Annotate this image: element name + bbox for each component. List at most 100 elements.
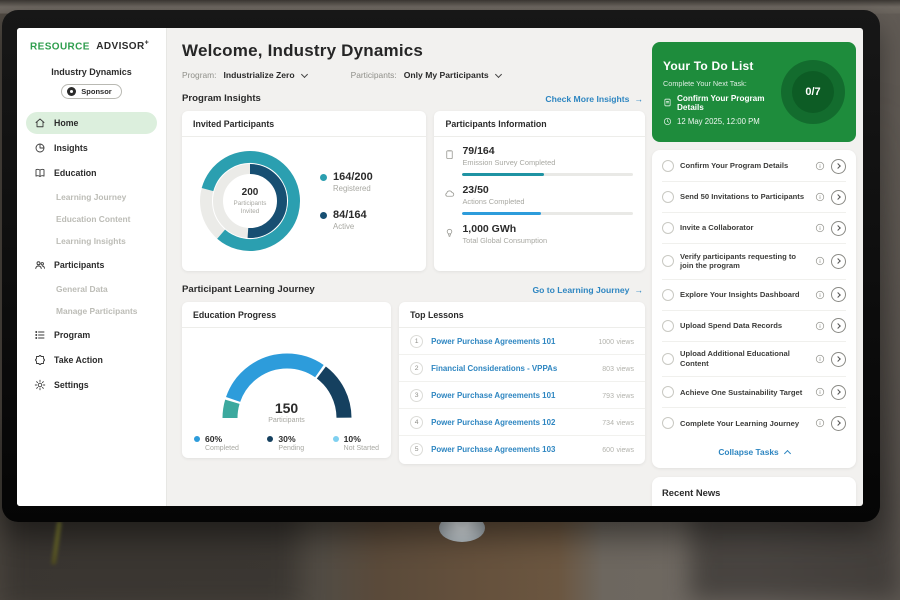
task-open-button[interactable] bbox=[831, 351, 846, 367]
task-checkbox[interactable] bbox=[662, 417, 674, 430]
task-open-button[interactable] bbox=[831, 318, 846, 334]
info-icon bbox=[815, 321, 825, 330]
chevron-right-icon bbox=[835, 389, 841, 396]
sidebar-item-settings[interactable]: Settings bbox=[26, 374, 157, 396]
chevron-down-icon bbox=[300, 70, 308, 78]
journey-cards-row: Education Progress 150 Participants bbox=[182, 302, 645, 464]
sidebar-item-manage-participants[interactable]: Manage Participants bbox=[56, 306, 138, 317]
learning-journey-header: Participant Learning Journey Go to Learn… bbox=[182, 284, 645, 295]
arrow-right-icon: → bbox=[634, 93, 643, 104]
task-checkbox[interactable] bbox=[662, 160, 674, 172]
collapse-tasks-button[interactable]: Collapse Tasks bbox=[662, 438, 846, 467]
program-filter[interactable]: Program: Industrialize Zero bbox=[182, 70, 308, 80]
card-title: Education Progress bbox=[182, 302, 392, 328]
sidebar-item-general-data[interactable]: General Data bbox=[56, 284, 108, 295]
task-checkbox[interactable] bbox=[662, 353, 674, 366]
sidebar: RESOURCE ADVISOR+ Industry Dynamics Spon… bbox=[17, 28, 167, 506]
chevron-right-icon bbox=[835, 356, 841, 362]
task-label: Confirm Your Program Details bbox=[680, 161, 789, 171]
task-row[interactable]: Invite a Collaborator bbox=[662, 213, 846, 244]
views-count: 734 bbox=[602, 420, 614, 427]
legend-dot bbox=[194, 436, 200, 442]
lesson-link[interactable]: Power Purchase Agreements 101 bbox=[431, 336, 556, 346]
sidebar-item-label: Settings bbox=[54, 380, 89, 391]
education-legend: 60% Completed 30% Pending 10% Not Started bbox=[182, 426, 391, 452]
task-label: Invite a Collaborator bbox=[680, 223, 754, 233]
task-row[interactable]: Complete Your Learning Journey bbox=[662, 408, 846, 438]
task-label: Verify participants requesting to join t… bbox=[680, 251, 797, 271]
task-checkbox[interactable] bbox=[662, 288, 674, 301]
task-row[interactable]: Verify participants requesting to join t… bbox=[662, 244, 846, 280]
task-open-button[interactable] bbox=[831, 384, 846, 400]
views-count: 1000 bbox=[598, 339, 614, 346]
go-to-learning-journey-link[interactable]: Go to Learning Journey → bbox=[532, 284, 643, 295]
gauge-center-label: 150 Participants bbox=[268, 400, 305, 424]
lesson-link[interactable]: Power Purchase Agreements 101 bbox=[431, 390, 556, 400]
sidebar-item-take-action[interactable]: Take Action bbox=[26, 349, 157, 371]
section-title-program-insights: Program Insights bbox=[182, 93, 261, 104]
program-filter-label: Program: bbox=[182, 70, 217, 80]
task-row[interactable]: Achieve One Sustainability Target bbox=[662, 377, 846, 409]
legend-not-started: 10% Not Started bbox=[332, 434, 379, 452]
views-word: views bbox=[616, 447, 634, 454]
info-icon bbox=[815, 257, 825, 266]
rank-badge: 1 bbox=[410, 334, 424, 348]
task-row[interactable]: Confirm Your Program Details bbox=[662, 151, 846, 182]
lesson-link[interactable]: Financial Considerations - VPPAs bbox=[431, 363, 558, 373]
sidebar-item-label: Participants bbox=[54, 260, 105, 271]
task-open-button[interactable] bbox=[831, 253, 846, 269]
task-checkbox[interactable] bbox=[662, 386, 674, 399]
todo-progress-ring: 0/7 bbox=[781, 60, 845, 124]
task-checkbox[interactable] bbox=[662, 255, 674, 268]
invited-legend: 164/200 Registered 84/164 Active bbox=[320, 171, 373, 231]
sidebar-item-education-content[interactable]: Education Content bbox=[56, 214, 131, 225]
task-row[interactable]: Upload Additional Educational Content bbox=[662, 342, 846, 378]
task-open-button[interactable] bbox=[831, 220, 846, 236]
sidebar-item-home[interactable]: Home bbox=[26, 112, 157, 135]
task-row[interactable]: Send 50 Invitations to Participants bbox=[662, 182, 846, 213]
org-name: Industry Dynamics bbox=[51, 67, 132, 78]
lesson-link[interactable]: Power Purchase Agreements 103 bbox=[431, 444, 556, 454]
sidebar-item-program[interactable]: Program bbox=[26, 324, 157, 346]
task-checkbox[interactable] bbox=[662, 191, 674, 203]
metric-actions: 23/50 Actions Completed bbox=[444, 184, 633, 206]
main-content: Welcome, Industry Dynamics Program: Indu… bbox=[167, 28, 651, 506]
chevron-right-icon bbox=[835, 194, 841, 200]
sidebar-item-insights[interactable]: Insights bbox=[26, 137, 157, 159]
lesson-row: 3 Power Purchase Agreements 101 793 view… bbox=[399, 382, 645, 409]
task-open-button[interactable] bbox=[831, 287, 846, 303]
sidebar-item-learning-journey[interactable]: Learning Journey bbox=[56, 192, 127, 203]
task-open-button[interactable] bbox=[831, 158, 846, 174]
task-open-button[interactable] bbox=[831, 415, 846, 431]
sidebar-item-learning-insights[interactable]: Learning Insights bbox=[56, 236, 126, 247]
info-icon bbox=[815, 192, 825, 202]
views-word: views bbox=[616, 393, 634, 400]
list-icon bbox=[35, 331, 45, 340]
screen: RESOURCE ADVISOR+ Industry Dynamics Spon… bbox=[17, 28, 863, 506]
legend-dot bbox=[320, 174, 327, 181]
filters-row: Program: Industrialize Zero Participants… bbox=[182, 70, 645, 80]
participants-filter[interactable]: Participants: Only My Participants bbox=[351, 70, 502, 80]
chevron-down-icon bbox=[494, 70, 502, 78]
invited-participants-card: Invited Participants 200 Participants bbox=[182, 111, 427, 271]
check-more-insights-link[interactable]: Check More Insights → bbox=[545, 93, 643, 104]
task-row[interactable]: Explore Your Insights Dashboard bbox=[662, 280, 846, 311]
task-row[interactable]: Upload Spend Data Records bbox=[662, 311, 846, 342]
lesson-link[interactable]: Power Purchase Agreements 102 bbox=[431, 417, 556, 427]
todo-next-task: Confirm Your Program Details bbox=[663, 94, 781, 112]
chevron-right-icon bbox=[835, 225, 841, 231]
gear-icon bbox=[34, 380, 46, 391]
legend-registered: 164/200 Registered bbox=[320, 171, 373, 193]
sidebar-item-label: Education bbox=[54, 168, 97, 179]
logo-resource: RESOURCE bbox=[30, 41, 90, 53]
sidebar-item-label: Program bbox=[54, 330, 91, 341]
task-checkbox[interactable] bbox=[662, 222, 674, 234]
home-icon bbox=[35, 118, 45, 128]
rank-badge: 5 bbox=[410, 442, 424, 456]
sidebar-item-education[interactable]: Education bbox=[26, 162, 157, 184]
task-open-button[interactable] bbox=[831, 189, 846, 205]
sidebar-item-participants[interactable]: Participants bbox=[26, 254, 157, 276]
insights-icon bbox=[35, 143, 45, 153]
task-checkbox[interactable] bbox=[662, 319, 674, 332]
sponsor-badge[interactable]: Sponsor bbox=[61, 84, 122, 100]
